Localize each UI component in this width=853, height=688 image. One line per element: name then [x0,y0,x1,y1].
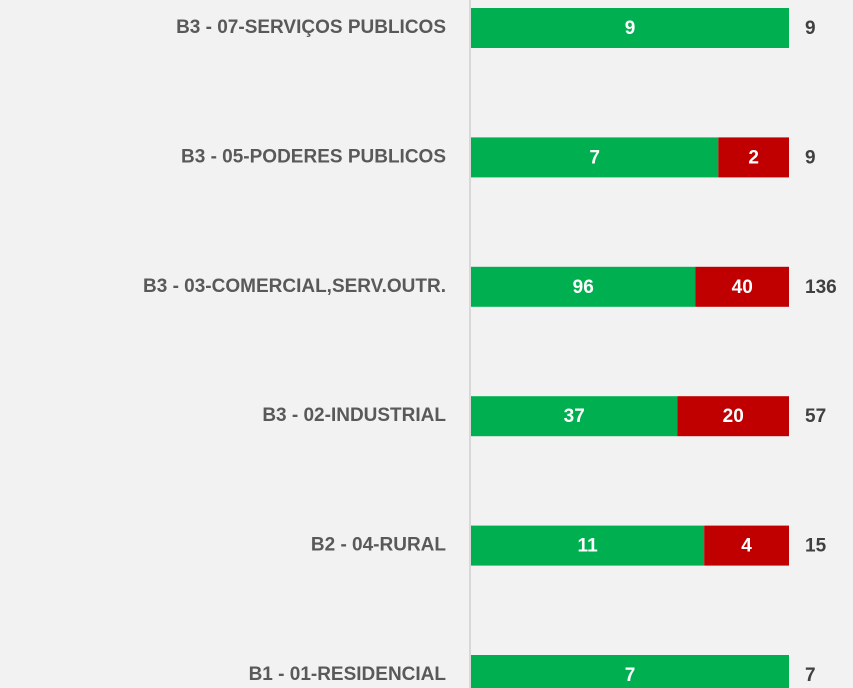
total-label: 9 [805,147,816,168]
bar-segment [704,525,789,566]
category-label: B3 - 02-INDUSTRIAL [262,405,446,426]
data-label: 2 [748,147,759,168]
bar-segment [471,396,678,437]
category-label: B3 - 03-COMERCIAL,SERV.OUTR. [143,276,446,297]
data-label: 4 [741,536,752,557]
bar-segment [471,525,705,566]
data-label: 7 [589,147,600,168]
data-label: 96 [573,277,594,298]
category-label: B1 - 01-RESIDENCIAL [249,664,447,685]
total-label: 9 [805,18,816,39]
bar-segment [718,137,789,178]
data-label: 40 [732,277,753,298]
total-label: 7 [805,665,816,686]
category-label: B3 - 07-SERVIÇOS PUBLICOS [176,17,446,38]
data-label: 7 [625,665,636,686]
bar-segment [695,266,789,307]
data-label: 37 [564,406,585,427]
bar-segment [471,266,696,307]
data-label: 20 [723,406,744,427]
category-label: B3 - 05-PODERES PUBLICOS [181,146,446,167]
bar-segment [677,396,789,437]
bar-segment [471,655,789,688]
total-label: 136 [805,277,837,298]
bar-segment [471,137,719,178]
bar-segment [471,8,789,48]
data-label: 9 [625,18,636,39]
data-label: 11 [578,536,599,557]
category-label: B2 - 04-RURAL [311,535,447,556]
total-label: 15 [805,536,827,557]
total-label: 57 [805,406,826,427]
